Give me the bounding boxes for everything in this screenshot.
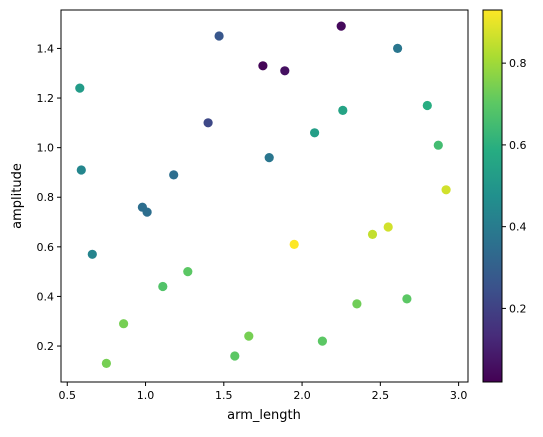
data-point-19: [367, 229, 378, 239]
x-tick-label-5: 3.0: [450, 389, 468, 402]
y-tick-label-0: 0.2: [37, 340, 55, 353]
data-point-6: [75, 83, 85, 93]
plot-area-frame: [60, 9, 469, 383]
data-point-29: [101, 358, 111, 368]
colorbar-tick-label-3: 0.8: [509, 57, 527, 70]
data-point-1: [258, 61, 268, 71]
x-axis-ticks: 0.5 1.0 1.5 2.0 2.5 3.0: [59, 382, 468, 402]
data-point-22: [158, 281, 168, 292]
data-point-20: [383, 222, 393, 232]
y-tick-label-3: 0.8: [37, 191, 55, 204]
data-point-12: [87, 249, 97, 259]
data-point-26: [244, 331, 254, 341]
y-tick-label-6: 1.4: [37, 42, 55, 55]
data-point-23: [352, 299, 362, 309]
y-tick-label-2: 0.6: [37, 241, 55, 254]
x-tick-label-2: 1.5: [215, 389, 233, 402]
x-tick-label-4: 2.5: [372, 389, 390, 402]
data-point-11: [142, 207, 152, 217]
x-axis-label: arm_length: [227, 408, 301, 423]
data-point-17: [441, 185, 451, 195]
y-axis-label: amplitude: [10, 163, 25, 229]
data-point-3: [214, 31, 224, 41]
data-point-15: [422, 100, 432, 111]
colorbar: [482, 9, 503, 383]
y-axis-ticks: 0.2 0.4 0.6 0.8 1.0 1.2 1.4: [37, 42, 61, 353]
data-point-7: [76, 165, 86, 175]
data-point-13: [338, 105, 348, 115]
data-point-4: [203, 118, 213, 128]
y-tick-label-4: 1.0: [37, 142, 55, 155]
data-point-8: [169, 170, 179, 180]
data-point-24: [402, 294, 412, 304]
colorbar-tick-label-1: 0.4: [509, 221, 527, 234]
y-tick-label-5: 1.2: [37, 92, 55, 105]
x-tick-label-1: 1.0: [137, 389, 155, 402]
x-tick-label-3: 2.0: [293, 389, 311, 402]
data-point-21: [183, 267, 193, 277]
data-point-16: [433, 140, 443, 150]
data-point-28: [230, 351, 240, 361]
data-point-25: [119, 319, 129, 329]
data-point-0: [336, 21, 346, 31]
y-tick-label-1: 0.4: [37, 290, 55, 303]
data-point-27: [317, 336, 327, 346]
data-points: [75, 21, 451, 368]
data-point-18: [289, 239, 299, 249]
x-tick-label-0: 0.5: [59, 389, 77, 402]
data-point-14: [310, 128, 320, 138]
colorbar-ticks: 0.2 0.4 0.6 0.8: [502, 57, 527, 315]
colorbar-tick-label-0: 0.2: [509, 302, 527, 315]
colorbar-tick-label-2: 0.6: [509, 139, 527, 152]
data-point-9: [264, 153, 274, 163]
data-point-5: [393, 43, 403, 54]
data-point-2: [280, 66, 290, 76]
